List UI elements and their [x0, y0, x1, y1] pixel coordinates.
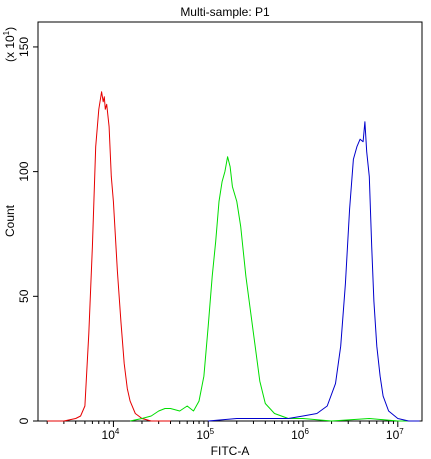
plot-frame [37, 21, 423, 422]
x-tick-label: 106 [291, 427, 309, 442]
y-tick-label: 150 [17, 37, 31, 57]
y-multiplier-close: ) [3, 27, 17, 31]
y-tick-label: 50 [17, 289, 31, 303]
x-axis: 104 105 106 107 [46, 421, 404, 442]
y-multiplier-exp: 1 [2, 30, 11, 35]
y-tick-label: 100 [17, 161, 31, 181]
x-tick-label: 107 [386, 427, 404, 442]
y-multiplier-label: (x 101) [2, 27, 17, 62]
x-axis-label: FITC-A [211, 444, 250, 458]
y-multiplier-base: (x 10 [3, 35, 17, 62]
y-axis-label: Count [3, 204, 17, 237]
x-tick-label: 104 [102, 427, 120, 442]
series-layer [47, 91, 420, 422]
series-line-1 [47, 91, 171, 422]
series-line-2 [129, 156, 415, 422]
series-line-3 [208, 121, 420, 422]
chart-title: Multi-sample: P1 [180, 5, 270, 19]
x-tick-label: 105 [196, 427, 214, 442]
y-tick-label: 0 [17, 417, 31, 424]
y-axis: 0 50 100 150 [17, 37, 38, 424]
